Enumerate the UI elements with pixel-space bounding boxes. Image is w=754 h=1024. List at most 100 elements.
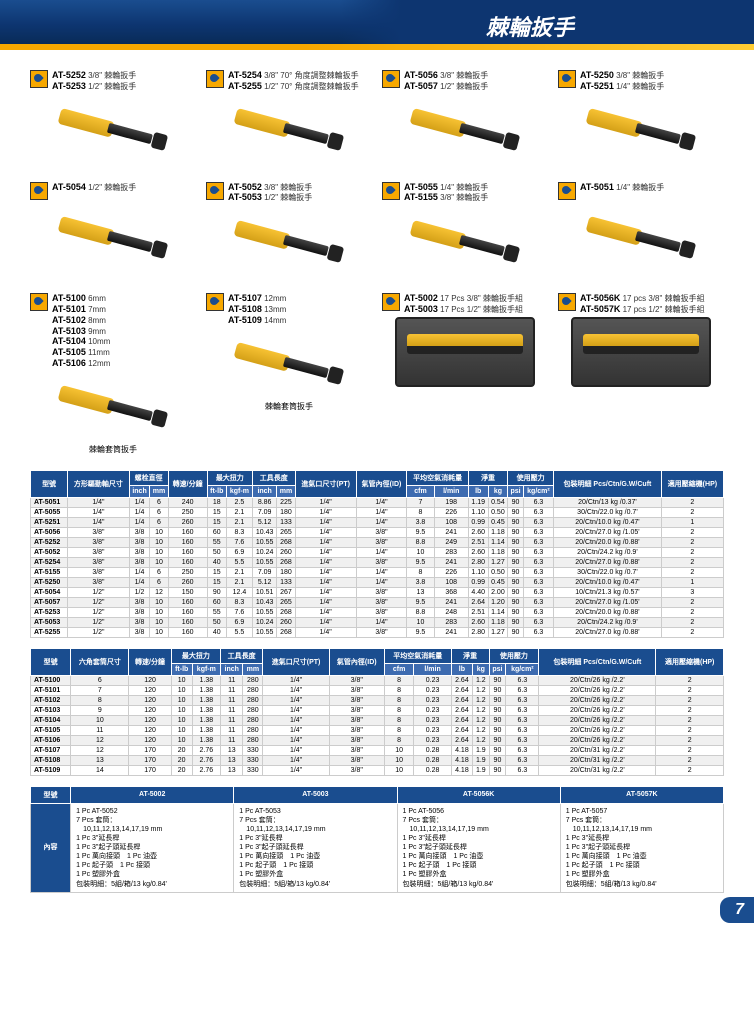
table-row: AT-52543/8"3/810160405.510.552681/4"3/8"… xyxy=(31,557,724,567)
product-grid: AT-5252 3/8" 棘輪扳手AT-5253 1/2" 棘輪扳手 AT-525… xyxy=(0,50,754,470)
kit-header: 型號 xyxy=(31,786,71,803)
table-row: AT-510813170202.76133301/4"3/8"100.284.1… xyxy=(31,755,724,765)
table-subheader: cfm xyxy=(407,485,434,497)
kit-row-label: 內容 xyxy=(31,803,71,892)
product-brand-icon xyxy=(558,293,576,311)
table-row: AT-50571/2"3/810160608.310.432651/4"3/8"… xyxy=(31,597,724,607)
table-subheader: lb xyxy=(451,663,472,675)
product-image xyxy=(30,200,196,275)
table-row: AT-52511/4"1/46260152.15.121331/4"1/4"3.… xyxy=(31,517,724,527)
product-item: AT-5052 3/8" 棘輪扳手AT-5053 1/2" 棘輪扳手 xyxy=(206,182,372,279)
table-subheader: mm xyxy=(277,485,295,497)
product-image xyxy=(30,92,196,167)
product-image xyxy=(382,315,548,390)
table-subheader: l/min xyxy=(414,663,451,675)
table-subheader: l/min xyxy=(434,485,468,497)
table-header: 包裝明細 Pcs/Ctn/G.W/Cuft xyxy=(539,648,656,675)
table-row: AT-51553/8"1/46250152.17.091801/4"1/4"82… xyxy=(31,567,724,577)
table-row: AT-52523/8"3/810160557.610.552681/4"3/8"… xyxy=(31,537,724,547)
table-header: 最大扭力 xyxy=(171,648,220,663)
product-item: AT-5100 6mmAT-5101 7mmAT-5102 8mmAT-5103… xyxy=(30,293,196,455)
table-header: 淨重 xyxy=(468,470,507,485)
product-labels: AT-5250 3/8" 棘輪扳手AT-5251 1/4" 棘輪扳手 xyxy=(580,70,664,92)
product-labels: AT-5052 3/8" 棘輪扳手AT-5053 1/2" 棘輪扳手 xyxy=(228,182,312,204)
product-brand-icon xyxy=(558,182,576,200)
product-item: AT-5254 3/8" 70° 角度調整棘輪扳手AT-5255 1/2" 70… xyxy=(206,70,372,167)
table-row: AT-52503/8"1/46260152.15.121331/4"1/4"3.… xyxy=(31,577,724,587)
product-image xyxy=(206,92,372,167)
table-subheader: psi xyxy=(489,663,506,675)
table-header: 進氣口尺寸(PT) xyxy=(263,648,329,675)
table-subheader: mm xyxy=(243,663,263,675)
product-labels: AT-5056 3/8" 棘輪扳手AT-5057 1/2" 棘輪扳手 xyxy=(404,70,488,92)
table-row: AT-50511/4"1/46240182.58.862251/4"1/4"71… xyxy=(31,497,724,507)
product-brand-icon xyxy=(206,182,224,200)
product-brand-icon xyxy=(30,70,48,88)
header-underline xyxy=(0,44,754,50)
table-row: AT-51039120101.38112801/4"3/8"80.232.641… xyxy=(31,705,724,715)
product-item: AT-5252 3/8" 棘輪扳手AT-5253 1/2" 棘輪扳手 xyxy=(30,70,196,167)
table-subheader: lb xyxy=(468,485,488,497)
table-subheader: kg/cm² xyxy=(506,663,539,675)
table-subheader: ft-lb xyxy=(207,485,226,497)
product-labels: AT-5054 1/2" 棘輪扳手 xyxy=(52,182,136,193)
page-header: 棘輪扳手 xyxy=(0,0,754,50)
table-subheader: kg/cm² xyxy=(523,485,553,497)
table-header: 進氣口尺寸(PT) xyxy=(295,470,356,497)
table-row: AT-510511120101.38112801/4"3/8"80.232.64… xyxy=(31,725,724,735)
table-subheader: inch xyxy=(221,663,243,675)
kit-contents-table: 型號AT-5002AT-5003AT-5056KAT-5057K內容1 Pc A… xyxy=(30,786,724,893)
table-row: AT-50563/8"3/810160608.310.432651/4"3/8"… xyxy=(31,527,724,537)
product-brand-icon xyxy=(206,293,224,311)
kit-header: AT-5056K xyxy=(397,786,560,803)
product-labels: AT-5252 3/8" 棘輪扳手AT-5253 1/2" 棘輪扳手 xyxy=(52,70,136,92)
product-labels: AT-5107 12mmAT-5108 13mmAT-5109 14mm xyxy=(228,293,286,325)
product-brand-icon xyxy=(206,70,224,88)
kit-header: AT-5003 xyxy=(234,786,397,803)
product-labels: AT-5254 3/8" 70° 角度調整棘輪扳手AT-5255 1/2" 70… xyxy=(228,70,359,92)
table-header: 氣管內徑(ID) xyxy=(329,648,384,675)
table-header: 最大扭力 xyxy=(207,470,252,485)
table-row: AT-52531/2"3/810160557.610.552681/4"3/8"… xyxy=(31,607,724,617)
table-header: 工具長度 xyxy=(252,470,295,485)
spec-table-1: 型號方形驅動軸尺寸螺栓直徑轉速/分鐘最大扭力工具長度進氣口尺寸(PT)氣管內徑(… xyxy=(30,470,724,638)
table-header: 平均空氣消耗量 xyxy=(407,470,469,485)
product-item: AT-5055 1/4" 棘輪扳手AT-5155 3/8" 棘輪扳手 xyxy=(382,182,548,279)
table-header: 型號 xyxy=(31,648,71,675)
product-item: AT-5051 1/4" 棘輪扳手 xyxy=(558,182,724,279)
product-brand-icon xyxy=(30,182,48,200)
table-header: 使用壓力 xyxy=(508,470,554,485)
product-image xyxy=(558,92,724,167)
table-header: 方形驅動軸尺寸 xyxy=(68,470,130,497)
table-header: 工具長度 xyxy=(221,648,263,663)
table-row: AT-50551/4"1/46250152.17.091801/4"1/4"82… xyxy=(31,507,724,517)
table-row: AT-50523/8"3/810160506.910.242601/4"1/4"… xyxy=(31,547,724,557)
product-labels: AT-5051 1/4" 棘輪扳手 xyxy=(580,182,664,193)
product-image xyxy=(30,369,196,444)
table-subheader: ft-lb xyxy=(171,663,192,675)
table-header: 適用壓縮機(HP) xyxy=(656,648,724,675)
table-row: AT-50541/2"1/2121509012.410.512671/4"3/8… xyxy=(31,587,724,597)
kit-cell: 1 Pc AT-5057 7 Pcs 套筒： 10,11,12,13,14,17… xyxy=(560,803,723,892)
product-brand-icon xyxy=(382,293,400,311)
table-subheader: inch xyxy=(129,485,150,497)
table-header: 氣管內徑(ID) xyxy=(356,470,407,497)
table-header: 使用壓力 xyxy=(489,648,539,663)
table-row: AT-510712170202.76133301/4"3/8"100.284.1… xyxy=(31,745,724,755)
product-image xyxy=(558,200,724,275)
table-subheader: kgf-m xyxy=(226,485,252,497)
product-item: AT-5056 3/8" 棘輪扳手AT-5057 1/2" 棘輪扳手 xyxy=(382,70,548,167)
table-row: AT-510410120101.38112801/4"3/8"80.232.64… xyxy=(31,715,724,725)
product-labels: AT-5002 17 Pcs 3/8" 棘輪扳手組AT-5003 17 Pcs … xyxy=(404,293,523,315)
kit-header: AT-5002 xyxy=(71,786,234,803)
table-header: 轉速/分鐘 xyxy=(168,470,207,497)
product-brand-icon xyxy=(30,293,48,311)
product-labels: AT-5100 6mmAT-5101 7mmAT-5102 8mmAT-5103… xyxy=(52,293,110,369)
table-row: AT-510612120101.38112801/4"3/8"80.232.64… xyxy=(31,735,724,745)
table-row: AT-510914170202.76133301/4"3/8"100.284.1… xyxy=(31,765,724,775)
kit-cell: 1 Pc AT-5052 7 Pcs 套筒： 10,11,12,13,14,17… xyxy=(71,803,234,892)
table-subheader: inch xyxy=(252,485,276,497)
page-number: 7 xyxy=(720,897,754,923)
spec-table-2: 型號六角套筒尺寸轉速/分鐘最大扭力工具長度進氣口尺寸(PT)氣管內徑(ID)平均… xyxy=(30,648,724,776)
table-subheader: psi xyxy=(508,485,524,497)
